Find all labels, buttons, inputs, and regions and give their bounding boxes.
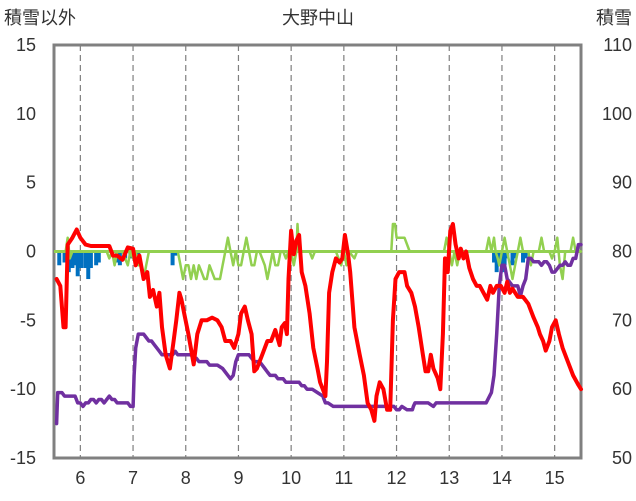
left-axis-label: 積雪以外	[4, 8, 76, 28]
x-ticks: 6 7 8 9 10 11 12 13 14 15	[75, 468, 564, 488]
y-right-tick-label: 80	[612, 242, 632, 262]
y-left-tick-label: -5	[20, 310, 36, 330]
series-lines	[54, 222, 583, 426]
precip-bar	[513, 251, 518, 259]
y-right-tick-label: 100	[602, 104, 632, 124]
y-right-ticks: 110 100 90 80 70 60 50	[602, 35, 632, 468]
y-right-tick-label: 50	[612, 448, 632, 468]
y-right-tick-label: 90	[612, 173, 632, 193]
chart-title: 大野中山	[282, 8, 354, 28]
x-tick-label: 14	[492, 468, 512, 488]
y-right-tick-label: 60	[612, 379, 632, 399]
y-left-tick-label: 0	[26, 242, 36, 262]
precip-bar	[494, 251, 499, 273]
precip-bar	[88, 251, 93, 269]
x-tick-label: 6	[75, 468, 85, 488]
y-right-tick-label: 70	[612, 310, 632, 330]
precip-bar	[523, 251, 528, 259]
x-tick-label: 11	[335, 468, 354, 488]
precip-bar	[492, 251, 497, 263]
precip-bar	[86, 251, 91, 280]
y-right-tick-label: 110	[603, 35, 632, 55]
x-tick-label: 13	[439, 468, 459, 488]
x-tick-label: 9	[233, 468, 243, 488]
precip-bar	[75, 251, 80, 277]
purple-series-line	[54, 242, 583, 426]
precip-bar	[497, 251, 502, 266]
y-left-tick-label: 5	[26, 173, 36, 193]
y-left-ticks: 15 10 5 0 -5 -10 -15	[10, 35, 36, 468]
precip-bar	[502, 251, 507, 266]
x-tick-label: 12	[387, 468, 407, 488]
y-left-tick-label: 10	[16, 104, 36, 124]
precip-bar	[62, 251, 67, 263]
precip-bar	[499, 251, 504, 273]
precip-bar	[94, 251, 99, 266]
precip-bar	[96, 251, 101, 263]
precip-bar	[70, 251, 75, 269]
precip-bar	[83, 251, 88, 269]
precip-bar	[173, 251, 178, 256]
y-left-tick-label: -10	[10, 379, 36, 399]
precip-bar	[170, 251, 175, 266]
y-left-tick-label: -15	[10, 448, 36, 468]
x-tick-label: 7	[128, 468, 138, 488]
x-tick-label: 10	[281, 468, 301, 488]
precip-bar	[73, 251, 78, 266]
precip-bar	[510, 251, 515, 266]
precip-bar	[79, 251, 84, 269]
right-axis-label: 積雪	[596, 8, 632, 28]
y-left-tick-label: 15	[16, 35, 36, 55]
x-tick-label: 8	[181, 468, 191, 488]
precip-bar	[521, 251, 526, 263]
precip-bar	[57, 251, 62, 266]
x-tick-label: 15	[545, 468, 565, 488]
red-series-line	[54, 222, 583, 423]
